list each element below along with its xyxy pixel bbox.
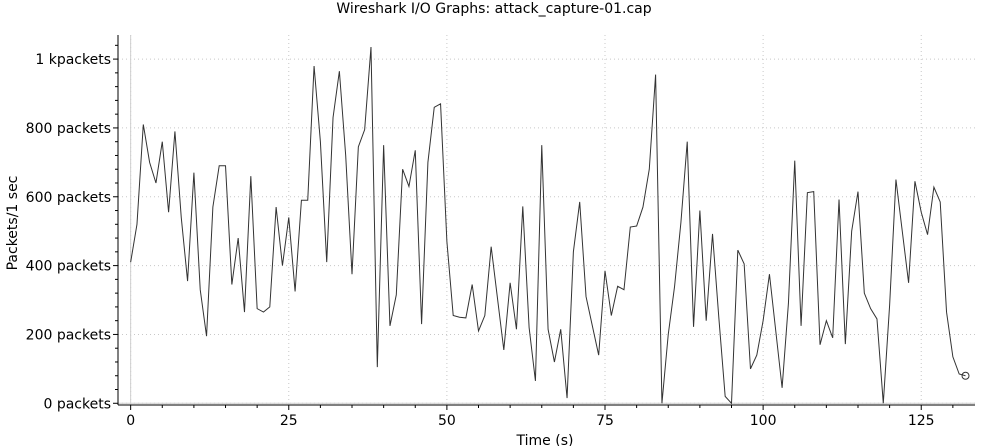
x-tick-label: 75 xyxy=(596,413,614,429)
series-line xyxy=(130,47,966,405)
y-tick-label: 400 packets xyxy=(26,259,111,275)
x-tick-label: 100 xyxy=(750,413,777,429)
x-axis-label: Time (s) xyxy=(516,433,574,446)
last-point-marker xyxy=(961,371,970,380)
y-tick-label: 200 packets xyxy=(26,327,111,343)
ticks: 0 25 50 75 100 125 0 packets 200 packets 400 pac… xyxy=(26,44,954,429)
chart-title: Wireshark I/O Graphs: attack_capture-01.… xyxy=(336,1,651,17)
y-tick-label: 1 kpackets xyxy=(35,52,111,68)
y-tick-label: 800 packets xyxy=(26,121,111,137)
x-tick-label: 25 xyxy=(280,413,298,429)
x-tick-label: 0 xyxy=(126,413,135,429)
grid xyxy=(118,35,975,405)
y-tick-label: 600 packets xyxy=(26,190,111,206)
y-tick-label: 0 packets xyxy=(43,396,111,412)
markers xyxy=(961,371,970,380)
x-tick-label: 50 xyxy=(438,413,456,429)
axes xyxy=(117,35,975,406)
y-axis-label: Packets/1 sec xyxy=(5,176,21,271)
x-tick-label: 125 xyxy=(908,413,935,429)
